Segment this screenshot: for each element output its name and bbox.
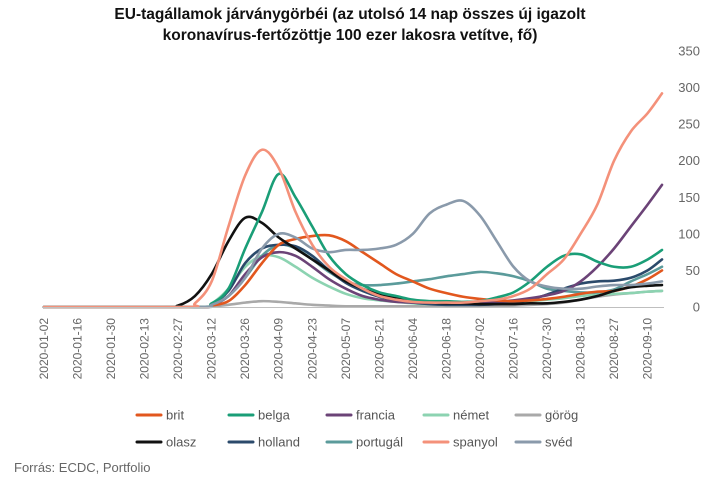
legend-item-görög: görög [514, 408, 578, 423]
x-axis: 2020-01-02 2020-01-16 2020-01-30 2020-02-13… [37, 307, 664, 380]
legend-item-spanyol: spanyol [422, 435, 498, 450]
series-line-spanyol [42, 92, 664, 309]
y-tick-label: 300 [678, 80, 700, 95]
x-tick-label: 2020-01-02 [37, 318, 51, 380]
legend-item-brit: brit [135, 408, 184, 423]
legend-item-olasz: olasz [135, 435, 196, 450]
source-note: Forrás: ECDC, Portfolio [14, 460, 151, 475]
legend-label: francia [356, 408, 396, 423]
series-line-brit [42, 233, 664, 309]
legend-label: brit [166, 408, 184, 423]
legend-item-belga: belga [227, 408, 291, 423]
legend-item-holland: holland [227, 435, 300, 450]
legend-label: portugál [356, 435, 403, 450]
y-axis: 0 50 100 150 200 250 300 350 [678, 44, 700, 315]
legend-item-francia: francia [325, 408, 396, 423]
x-tick-label: 2020-04-09 [272, 318, 286, 380]
x-tick-label: 2020-08-27 [607, 318, 621, 380]
y-tick-label: 0 [693, 300, 700, 315]
legend-label: belga [258, 408, 291, 423]
x-tick-label: 2020-02-13 [138, 318, 152, 380]
series-line-német [42, 253, 664, 309]
x-tick-label: 2020-05-07 [339, 318, 353, 380]
legend-label: svéd [545, 435, 572, 450]
x-tick-label: 2020-06-18 [439, 318, 453, 380]
x-tick-label: 2020-01-30 [104, 318, 118, 380]
legend-label: holland [258, 435, 300, 450]
chart-title-line-2: koronavírus-fertőzöttje 100 ezer lakosra… [162, 27, 538, 44]
y-tick-label: 150 [678, 190, 700, 205]
x-tick-label: 2020-05-21 [372, 318, 386, 380]
y-tick-label: 100 [678, 226, 700, 241]
y-tick-label: 50 [686, 263, 700, 278]
x-tick-label: 2020-07-30 [540, 318, 554, 380]
x-tick-label: 2020-07-02 [473, 318, 487, 380]
x-tick-label: 2020-04-23 [305, 318, 319, 380]
x-tick-label: 2020-09-10 [641, 318, 655, 380]
legend-item-német: német [422, 408, 490, 423]
legend-label: olasz [166, 435, 196, 450]
series-line-svéd [42, 199, 664, 309]
legend-label: spanyol [453, 435, 498, 450]
legend-label: német [453, 408, 490, 423]
chart-title: EU-tagállamok járványgörbéi (az utolsó 1… [0, 4, 700, 46]
legend-item-portugál: portugál [325, 435, 403, 450]
legend: brit belga francia német görög olasz holland po… [135, 408, 578, 450]
y-tick-label: 200 [678, 153, 700, 168]
x-tick-label: 2020-08-13 [574, 318, 588, 380]
legend-label: görög [545, 408, 578, 423]
x-tick-label: 2020-01-16 [71, 318, 85, 380]
x-tick-label: 2020-07-16 [506, 318, 520, 380]
chart-title-line-1: EU-tagállamok járványgörbéi (az utolsó 1… [114, 6, 586, 23]
x-tick-label: 2020-03-26 [238, 318, 252, 380]
series-line-görög [42, 289, 664, 309]
y-tick-label: 250 [678, 117, 700, 132]
series-lines [42, 92, 664, 309]
x-tick-label: 2020-02-27 [171, 318, 185, 380]
x-tick-label: 2020-06-04 [406, 318, 420, 380]
y-tick-label: 350 [678, 44, 700, 59]
legend-item-svéd: svéd [514, 435, 572, 450]
x-tick-label: 2020-03-12 [205, 318, 219, 380]
series-line-belga [42, 172, 664, 309]
